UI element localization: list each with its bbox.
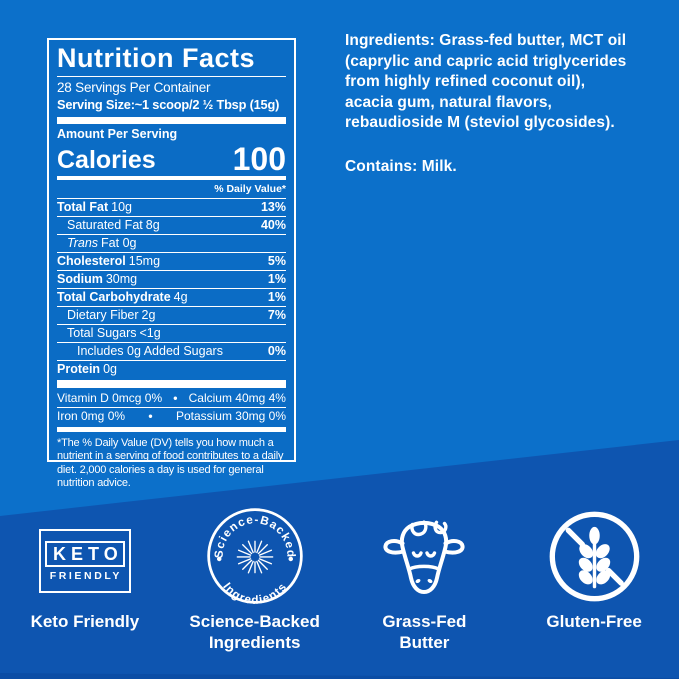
nutrient-row-total-fat: Total Fat 10g 13%	[57, 198, 286, 216]
bullet-separator: •	[173, 391, 178, 405]
nutrient-name: Dietary Fiber	[67, 308, 139, 322]
nutrient-row-total-sugars: Total Sugars <1g	[57, 324, 286, 342]
ingredients-text: Ingredients: Grass-fed butter, MCT oil (…	[345, 32, 627, 131]
nutrient-dv: 13%	[260, 200, 286, 214]
nutrition-facts-title: Nutrition Facts	[57, 44, 286, 77]
micronutrient-row-1: Vitamin D 0mcg 0% • Calcium 40mg 4%	[57, 390, 286, 407]
nutrient-dv: 0%	[267, 344, 286, 358]
nutrient-row-added-sugars: Includes 0g Added Sugars 0%	[57, 342, 286, 360]
nutrient-row-saturated-fat: Saturated Fat 8g 40%	[57, 216, 286, 234]
micronutrient-left: Iron 0mg 0%	[57, 409, 126, 423]
daily-value-footnote: *The % Daily Value (DV) tells you how mu…	[57, 437, 284, 490]
micronutrient-right: Calcium 40mg 4%	[188, 391, 286, 405]
nutrient-name: Trans	[67, 236, 99, 250]
nutrient-name: Total Fat	[57, 200, 109, 214]
amount-per-serving-label: Amount Per Serving	[57, 127, 178, 141]
medium-divider-bar	[57, 427, 286, 432]
cow-svg	[383, 520, 465, 594]
nutrient-name: Saturated Fat	[67, 218, 143, 232]
nutrient-amount: 0g	[103, 362, 117, 376]
badge-caption: Science-Backed Ingredients	[189, 612, 320, 652]
nutrient-row-total-carbohydrate: Total Carbohydrate 4g 1%	[57, 288, 286, 306]
nutrient-dv: 7%	[267, 308, 286, 322]
nutrient-name: Includes 0g Added Sugars	[77, 344, 223, 358]
micronutrient-left: Vitamin D 0mcg 0%	[57, 391, 163, 405]
nutrition-facts-panel: Nutrition Facts 28 Servings Per Containe…	[47, 38, 296, 489]
thick-divider-bar	[57, 380, 286, 388]
nutrient-name: Sodium	[57, 272, 103, 286]
nutrient-name: Total Sugars	[67, 326, 137, 340]
badge-grass-fed-butter: Grass-Fed Butter	[340, 505, 510, 653]
nutrient-row-sodium: Sodium 30mg 1%	[57, 270, 286, 288]
calories-value: 100	[232, 141, 286, 177]
nutrient-dv: 1%	[267, 272, 286, 286]
seal-arc-bottom-text: Ingredients	[220, 580, 288, 605]
badge-caption: Keto Friendly	[30, 612, 140, 631]
nutrient-row-cholesterol: Cholesterol 15mg 5%	[57, 252, 286, 270]
calories-row: Calories 100	[57, 141, 286, 177]
nutrient-amount: Fat 0g	[101, 236, 137, 250]
nutrient-row-dietary-fiber: Dietary Fiber 2g 7%	[57, 306, 286, 324]
gluten-free-svg	[549, 511, 639, 601]
starburst-rays	[236, 540, 273, 574]
science-backed-seal-icon: Science-Backed Ingredients	[206, 505, 304, 607]
micronutrient-row-2: Iron 0mg 0% • Potassium 30mg 0%	[57, 407, 286, 425]
nutrient-amount: 10g	[111, 200, 133, 214]
bullet-separator: •	[148, 409, 153, 423]
badge-caption: Grass-Fed Butter	[382, 612, 467, 652]
nutrient-amount: 4g	[173, 290, 188, 304]
nutrient-dv: 5%	[267, 254, 286, 268]
science-seal-svg: Science-Backed Ingredients	[206, 508, 303, 605]
nutrient-amount: 30mg	[105, 272, 138, 286]
contains-text: Contains: Milk.	[345, 158, 457, 175]
calories-label: Calories	[57, 146, 156, 174]
thick-divider-bar	[57, 117, 286, 124]
badge-caption: Gluten-Free	[546, 612, 642, 631]
keto-badge-icon: KETO FRIENDLY	[38, 505, 131, 607]
nutrient-dv: 40%	[260, 218, 286, 232]
nutrient-amount: 2g	[141, 308, 156, 322]
nutrient-amount: 15mg	[128, 254, 161, 268]
nutrient-row-trans-fat: Trans Fat 0g	[57, 234, 286, 252]
badge-gluten-free: Gluten-Free	[509, 505, 679, 653]
nutrient-name: Total Carbohydrate	[57, 290, 171, 304]
cow-icon	[374, 505, 474, 607]
gluten-free-icon	[546, 505, 643, 607]
medium-divider-bar	[57, 176, 286, 180]
feature-badges-row: KETO FRIENDLY Keto Friendly Science-Back…	[0, 505, 679, 653]
svg-text:Ingredients: Ingredients	[220, 580, 290, 605]
nutrient-row-protein: Protein 0g	[57, 360, 286, 378]
nutrient-amount: <1g	[139, 326, 161, 340]
badge-keto-friendly: KETO FRIENDLY Keto Friendly	[0, 505, 170, 653]
badge-science-backed: Science-Backed Ingredients Science-Backe…	[170, 505, 340, 653]
nutrient-name: Protein	[57, 362, 101, 376]
micronutrient-right: Potassium 30mg 0%	[175, 409, 286, 423]
serving-size: Serving Size:~1 scoop/2 ½ Tbsp (15g)	[57, 97, 280, 112]
daily-value-header: % Daily Value*	[214, 183, 286, 195]
keto-badge-word: KETO	[45, 540, 125, 567]
nutrient-dv: 1%	[267, 290, 286, 304]
keto-badge-frame: KETO FRIENDLY	[38, 529, 131, 593]
keto-badge-subword: FRIENDLY	[49, 569, 123, 582]
servings-per-container: 28 Servings Per Container	[57, 80, 211, 95]
nutrient-amount: 8g	[145, 218, 160, 232]
nutrient-name: Cholesterol	[57, 254, 126, 268]
